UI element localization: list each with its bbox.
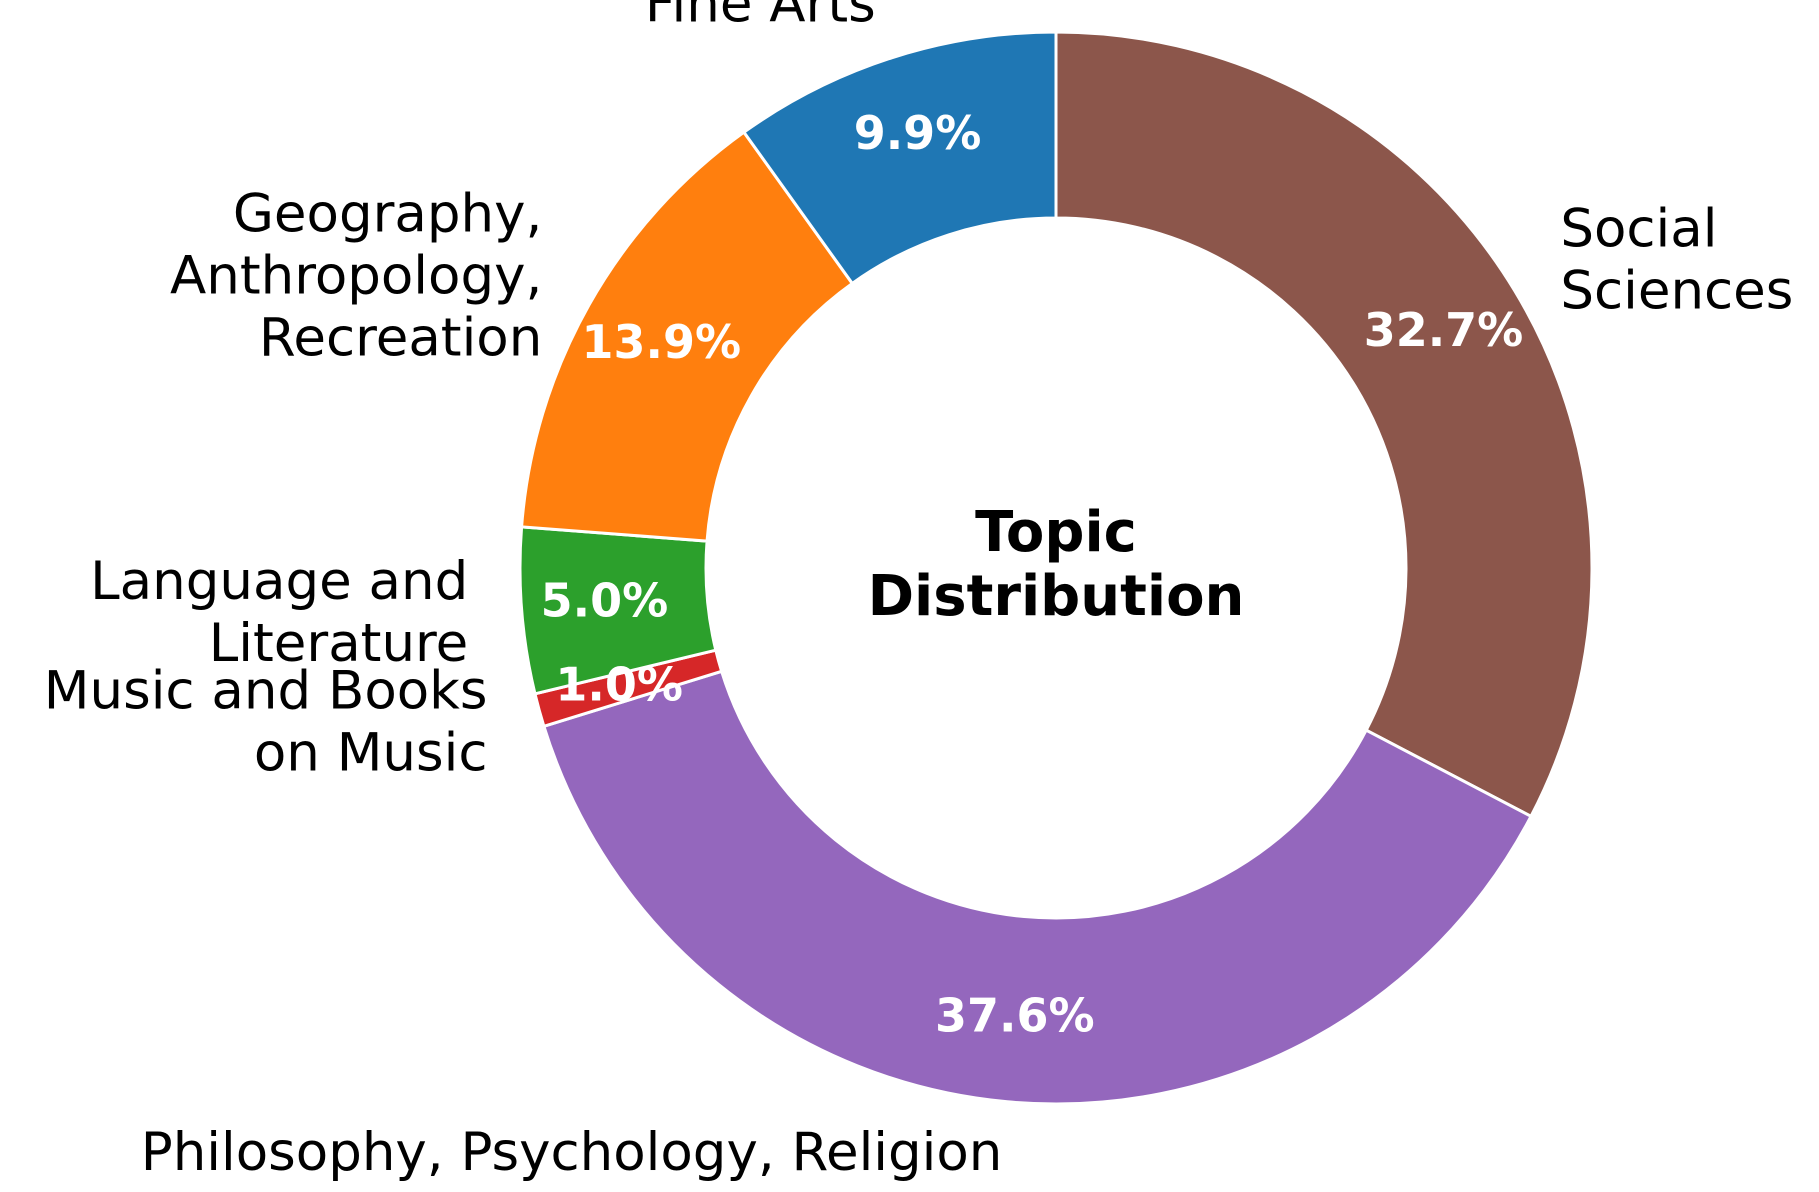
value-label: 9.9% bbox=[854, 106, 982, 160]
text-line: Music and Books bbox=[44, 660, 488, 721]
value-label: 1.0% bbox=[555, 658, 683, 712]
value-label: 32.7% bbox=[1364, 303, 1524, 357]
text-line: Social bbox=[1560, 198, 1717, 259]
text-line: Geography, bbox=[233, 183, 542, 244]
donut-slice bbox=[519, 130, 855, 543]
text-line: Language and bbox=[90, 551, 468, 612]
text-line: Literature bbox=[209, 613, 469, 674]
slice-label: Geography, Anthropology, Recreation bbox=[170, 183, 542, 368]
slice-label: Fine Arts bbox=[645, 0, 876, 34]
value-label: 13.9% bbox=[582, 315, 742, 369]
donut-slice bbox=[542, 669, 1534, 1106]
text-line: Philosophy, Psychology, Religion bbox=[141, 1122, 1003, 1183]
slice-label: Language and Literature bbox=[90, 551, 468, 674]
donut-slice bbox=[1054, 30, 1594, 819]
text-line: Topic bbox=[975, 500, 1137, 565]
value-label: 5.0% bbox=[541, 574, 669, 628]
value-label: 37.6% bbox=[935, 989, 1095, 1043]
slice-label: Philosophy, Psychology, Religion bbox=[141, 1122, 1003, 1183]
chart-title: Topic Distribution bbox=[868, 500, 1245, 629]
slice-label: Music and Books on Music bbox=[44, 660, 488, 783]
text-line: Fine Arts bbox=[645, 0, 876, 34]
text-line: Sciences bbox=[1560, 260, 1793, 321]
text-line: Recreation bbox=[259, 307, 542, 368]
text-line: Anthropology, bbox=[170, 245, 542, 306]
donut-slice bbox=[741, 30, 1058, 286]
text-line: Distribution bbox=[868, 564, 1245, 629]
slices bbox=[518, 30, 1594, 1106]
slice-label: Social Sciences bbox=[1560, 198, 1793, 321]
text-line: on Music bbox=[254, 722, 488, 783]
